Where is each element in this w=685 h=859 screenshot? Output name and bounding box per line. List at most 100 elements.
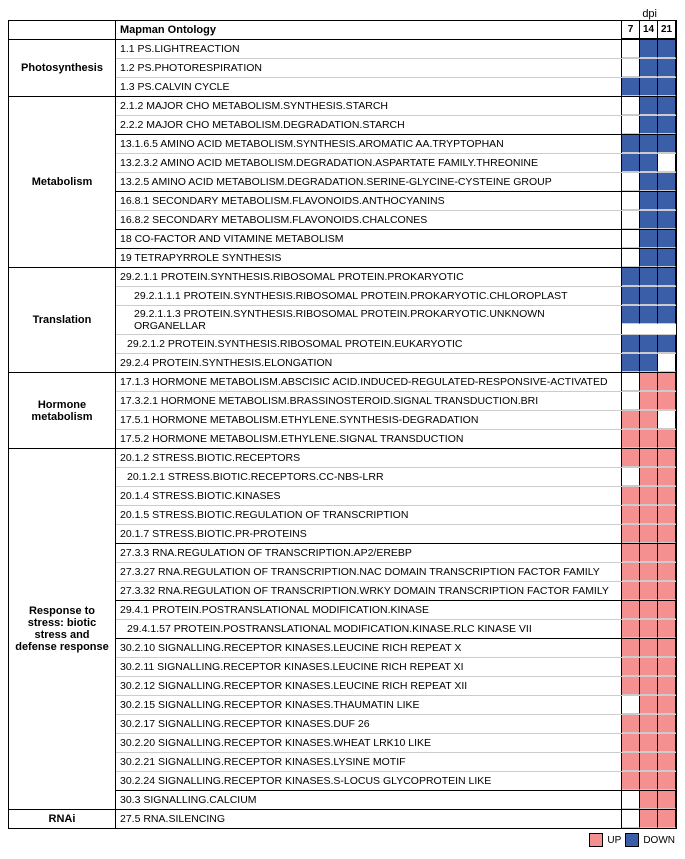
heatmap-cell bbox=[658, 525, 676, 543]
table-row: 16.8.1 SECONDARY METABOLISM.FLAVONOIDS.A… bbox=[116, 192, 676, 210]
heatmap-cell bbox=[640, 306, 658, 324]
heatmap-cell bbox=[622, 154, 640, 172]
groups: 2.1.2 MAJOR CHO METABOLISM.SYNTHESIS.STA… bbox=[116, 97, 676, 267]
heatmap-cell bbox=[658, 59, 676, 77]
table-row: 16.8.2 SECONDARY METABOLISM.FLAVONOIDS.C… bbox=[116, 210, 676, 229]
table-row: 13.1.6.5 AMINO ACID METABOLISM.SYNTHESIS… bbox=[116, 135, 676, 153]
ontology-label: 30.2.10 SIGNALLING.RECEPTOR KINASES.LEUC… bbox=[116, 639, 622, 657]
groups: 17.1.3 HORMONE METABOLISM.ABSCISIC ACID.… bbox=[116, 373, 676, 448]
heatmap-cell bbox=[658, 335, 676, 353]
table-row: 13.2.5 AMINO ACID METABOLISM.DEGRADATION… bbox=[116, 172, 676, 191]
heatmap-cell bbox=[640, 544, 658, 562]
heatmap-cell bbox=[658, 430, 676, 448]
heatmap-cell bbox=[622, 525, 640, 543]
group: 29.2.1.1 PROTEIN.SYNTHESIS.RIBOSOMAL PRO… bbox=[116, 268, 676, 372]
section: Response to stress: biotic stress and de… bbox=[8, 449, 677, 810]
table-row: 20.1.2.1 STRESS.BIOTIC.RECEPTORS.CC-NBS-… bbox=[116, 467, 676, 486]
ontology-label: 29.4.1.57 PROTEIN.POSTRANSLATIONAL MODIF… bbox=[116, 620, 622, 638]
ontology-label: 20.1.7 STRESS.BIOTIC.PR-PROTEINS bbox=[116, 525, 622, 543]
legend-swatch-up bbox=[589, 833, 603, 847]
table-row: 17.3.2.1 HORMONE METABOLISM.BRASSINOSTER… bbox=[116, 391, 676, 410]
table-row: 30.2.10 SIGNALLING.RECEPTOR KINASES.LEUC… bbox=[116, 639, 676, 657]
heatmap-cell bbox=[622, 306, 640, 324]
ontology-label: 2.2.2 MAJOR CHO METABOLISM.DEGRADATION.S… bbox=[116, 116, 622, 134]
heatmap-cell bbox=[622, 287, 640, 305]
heatmap-cell bbox=[622, 173, 640, 191]
heatmap-cell bbox=[640, 582, 658, 600]
ontology-label: 20.1.2.1 STRESS.BIOTIC.RECEPTORS.CC-NBS-… bbox=[116, 468, 622, 486]
ontology-label: 1.3 PS.CALVIN CYCLE bbox=[116, 78, 622, 96]
ontology-label: 13.2.5 AMINO ACID METABOLISM.DEGRADATION… bbox=[116, 173, 622, 191]
heatmap-cell bbox=[658, 449, 676, 467]
section: Translation29.2.1.1 PROTEIN.SYNTHESIS.RI… bbox=[8, 268, 677, 373]
ontology-label: 1.2 PS.PHOTORESPIRATION bbox=[116, 59, 622, 77]
table-row: 30.2.15 SIGNALLING.RECEPTOR KINASES.THAU… bbox=[116, 695, 676, 714]
heatmap-cell bbox=[640, 116, 658, 134]
ontology-label: 29.2.1.1 PROTEIN.SYNTHESIS.RIBOSOMAL PRO… bbox=[116, 268, 622, 286]
heatmap-cell bbox=[658, 392, 676, 410]
heatmap-cell bbox=[622, 791, 640, 809]
heatmap-cell bbox=[640, 639, 658, 657]
heatmap-cell bbox=[640, 449, 658, 467]
heatmap-cell bbox=[622, 335, 640, 353]
heatmap-cell bbox=[658, 192, 676, 210]
heatmap-cell bbox=[640, 658, 658, 676]
heatmap-cell bbox=[640, 525, 658, 543]
heatmap-cell bbox=[622, 810, 640, 828]
heatmap-cell bbox=[622, 373, 640, 391]
table-row: 27.3.3 RNA.REGULATION OF TRANSCRIPTION.A… bbox=[116, 544, 676, 562]
ontology-label: 17.5.2 HORMONE METABOLISM.ETHYLENE.SIGNA… bbox=[116, 430, 622, 448]
group: 29.4.1 PROTEIN.POSTRANSLATIONAL MODIFICA… bbox=[116, 600, 676, 638]
heatmap-cell bbox=[658, 249, 676, 267]
heatmap-cell bbox=[640, 696, 658, 714]
heatmap-cell bbox=[658, 734, 676, 752]
group: 13.1.6.5 AMINO ACID METABOLISM.SYNTHESIS… bbox=[116, 134, 676, 191]
ontology-label: 16.8.2 SECONDARY METABOLISM.FLAVONOIDS.C… bbox=[116, 211, 622, 229]
table-row: 20.1.7 STRESS.BIOTIC.PR-PROTEINS bbox=[116, 524, 676, 543]
heatmap-cell bbox=[658, 772, 676, 790]
heatmap-cell bbox=[640, 810, 658, 828]
heatmap-cell bbox=[622, 116, 640, 134]
dpi-header-cell: 14 bbox=[640, 21, 658, 39]
heatmap-cell bbox=[622, 487, 640, 505]
heatmap-cell bbox=[658, 40, 676, 58]
group: 16.8.1 SECONDARY METABOLISM.FLAVONOIDS.A… bbox=[116, 191, 676, 229]
table-row: 27.3.27 RNA.REGULATION OF TRANSCRIPTION.… bbox=[116, 562, 676, 581]
heatmap-cell bbox=[640, 192, 658, 210]
heatmap-cell bbox=[658, 211, 676, 229]
group: 30.3 SIGNALLING.CALCIUM bbox=[116, 790, 676, 809]
ontology-label: 30.2.15 SIGNALLING.RECEPTOR KINASES.THAU… bbox=[116, 696, 622, 714]
category-label: RNAi bbox=[9, 810, 116, 828]
heatmap-cell bbox=[640, 373, 658, 391]
heatmap-cell bbox=[640, 154, 658, 172]
table-row: 29.2.1.2 PROTEIN.SYNTHESIS.RIBOSOMAL PRO… bbox=[116, 334, 676, 353]
heatmap-cell bbox=[622, 97, 640, 115]
category-label: Response to stress: biotic stress and de… bbox=[9, 449, 116, 809]
heatmap-cell bbox=[640, 392, 658, 410]
table-row: 27.3.32 RNA.REGULATION OF TRANSCRIPTION.… bbox=[116, 581, 676, 600]
ontology-label: 27.5 RNA.SILENCING bbox=[116, 810, 622, 828]
ontology-label: 20.1.2 STRESS.BIOTIC.RECEPTORS bbox=[116, 449, 622, 467]
ontology-label: 30.2.11 SIGNALLING.RECEPTOR KINASES.LEUC… bbox=[116, 658, 622, 676]
table-row: 29.2.1.1.1 PROTEIN.SYNTHESIS.RIBOSOMAL P… bbox=[116, 286, 676, 305]
heatmap-cell bbox=[640, 468, 658, 486]
heatmap-cell bbox=[640, 40, 658, 58]
heatmap-cell bbox=[658, 810, 676, 828]
ontology-label: 19 TETRAPYRROLE SYNTHESIS bbox=[116, 249, 622, 267]
heatmap-cell bbox=[658, 268, 676, 286]
heatmap-cell bbox=[640, 563, 658, 581]
heatmap-cell bbox=[658, 506, 676, 524]
heatmap-cell bbox=[622, 696, 640, 714]
heatmap-cell bbox=[622, 78, 640, 96]
dpi-header-cell: 21 bbox=[658, 21, 676, 39]
heatmap-cell bbox=[622, 753, 640, 771]
ontology-label: 2.1.2 MAJOR CHO METABOLISM.SYNTHESIS.STA… bbox=[116, 97, 622, 115]
category-label: Metabolism bbox=[9, 97, 116, 267]
table-row: 29.2.1.1 PROTEIN.SYNTHESIS.RIBOSOMAL PRO… bbox=[116, 268, 676, 286]
table-row: 20.1.4 STRESS.BIOTIC.KINASES bbox=[116, 486, 676, 505]
dpi-columns-header: 71421 bbox=[622, 21, 676, 39]
section: RNAi27.5 RNA.SILENCING bbox=[8, 810, 677, 829]
table-row: 17.5.2 HORMONE METABOLISM.ETHYLENE.SIGNA… bbox=[116, 429, 676, 448]
ontology-label: 27.3.3 RNA.REGULATION OF TRANSCRIPTION.A… bbox=[116, 544, 622, 562]
dpi-label: dpi bbox=[642, 8, 657, 20]
